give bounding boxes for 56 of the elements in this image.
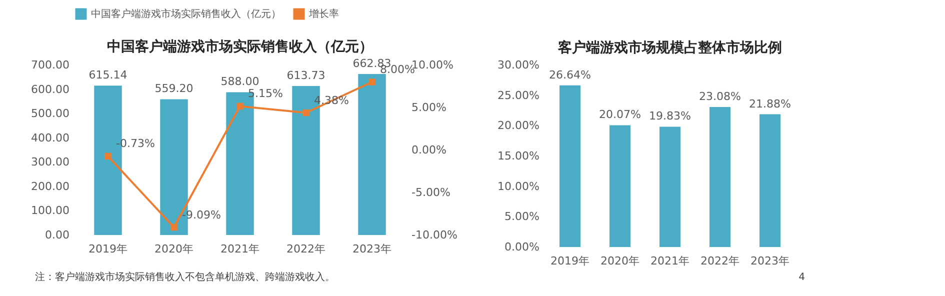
- y-tick-label: 10.00%: [498, 180, 540, 193]
- point: [170, 224, 178, 231]
- bar: [660, 126, 680, 247]
- text: 4: [798, 272, 805, 283]
- data-label: 5.15%: [248, 87, 283, 100]
- x-tick-label: 2019年: [88, 242, 128, 256]
- y-tick-label: 20.00%: [498, 119, 540, 132]
- chart-title: 中国客户端游戏市场实际销售收入（亿元）: [107, 38, 373, 56]
- x-tick-label: 2019年: [550, 254, 590, 268]
- legend-label: 中国客户端游戏市场实际销售收入（亿元）: [91, 8, 281, 20]
- y-tick-label: 200.00: [31, 180, 70, 193]
- bar: [560, 85, 580, 247]
- point: [236, 102, 244, 110]
- point: [368, 78, 376, 86]
- y2-tick-label: -10.00%: [412, 228, 458, 242]
- bar: [710, 106, 730, 247]
- y-tick-label: 700.00: [31, 58, 70, 72]
- point: [104, 152, 112, 160]
- data-label: 588.00: [220, 75, 260, 88]
- data-label: 613.73: [286, 68, 326, 82]
- data-label: 19.83%: [649, 110, 691, 123]
- y-tick-label: 15.00%: [498, 150, 540, 162]
- chart-title: 客户端游戏市场规模占整体市场比例: [557, 39, 782, 56]
- data-label: 21.88%: [749, 97, 791, 110]
- y2-tick-label: 5.00%: [412, 101, 446, 114]
- legend-label: 增长率: [308, 8, 339, 20]
- y2-tick-label: -5.00%: [412, 186, 450, 199]
- bar: [358, 74, 386, 235]
- x-tick-label: 2021年: [220, 242, 260, 256]
- data-label: 20.07%: [599, 108, 641, 122]
- y-tick-label: 30.00%: [498, 58, 540, 72]
- y-tick-label: 300.00: [31, 156, 70, 169]
- point: [302, 109, 310, 116]
- bar: [610, 125, 630, 247]
- data-label: 23.08%: [699, 90, 741, 103]
- y-tick-label: 25.00%: [498, 88, 540, 102]
- y-tick-label: 0.00%: [504, 240, 540, 254]
- x-tick-label: 2021年: [650, 254, 690, 268]
- text: 注：客户端游戏市场实际销售收入不包含单机游戏、跨端游戏收入。: [35, 271, 335, 283]
- y2-tick-label: 0.00%: [412, 144, 446, 156]
- y-tick-label: 5.00%: [504, 210, 540, 224]
- y-tick-label: 500.00: [31, 107, 70, 120]
- y-tick-label: 400.00: [31, 131, 70, 144]
- x-tick-label: 2022年: [286, 242, 326, 256]
- y-tick-label: 100.00: [31, 204, 70, 218]
- y-tick-label: 0.00: [45, 228, 70, 242]
- y-tick-label: 600.00: [31, 82, 70, 96]
- data-label: 26.64%: [549, 68, 591, 82]
- data-label: 615.14: [88, 68, 128, 82]
- data-label: 559.20: [154, 82, 194, 96]
- x-tick-label: 2023年: [750, 254, 790, 268]
- bar: [760, 114, 780, 247]
- x-tick-label: 2020年: [600, 254, 640, 268]
- x-tick-label: 2022年: [700, 254, 740, 268]
- x-tick-label: 2020年: [154, 242, 194, 256]
- x-tick-label: 2023年: [352, 242, 392, 256]
